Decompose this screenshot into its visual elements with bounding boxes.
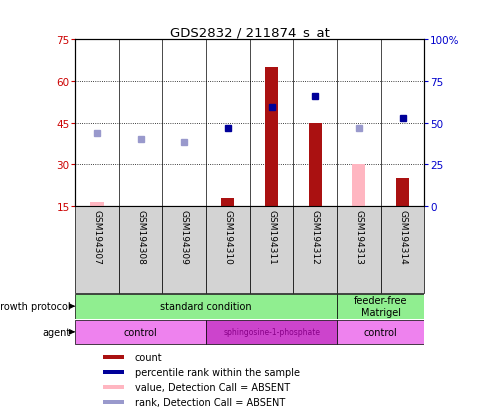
- Bar: [103, 400, 124, 404]
- Title: GDS2832 / 211874_s_at: GDS2832 / 211874_s_at: [169, 26, 329, 38]
- Bar: [221, 199, 234, 207]
- Bar: [134, 206, 147, 207]
- Text: GSM194310: GSM194310: [223, 209, 232, 264]
- Text: growth protocol: growth protocol: [0, 301, 71, 311]
- Text: GSM194313: GSM194313: [354, 209, 363, 264]
- Text: count: count: [134, 352, 162, 362]
- Bar: [75, 294, 336, 319]
- Text: control: control: [363, 327, 397, 337]
- Bar: [103, 370, 124, 374]
- Text: standard condition: standard condition: [160, 301, 251, 311]
- Bar: [293, 207, 336, 294]
- Bar: [90, 204, 103, 207]
- Bar: [119, 207, 162, 294]
- Bar: [75, 207, 119, 294]
- Bar: [75, 320, 206, 344]
- Bar: [103, 355, 124, 359]
- Bar: [264, 67, 278, 207]
- Bar: [336, 294, 424, 319]
- Bar: [395, 179, 408, 207]
- Bar: [336, 207, 380, 294]
- Bar: [380, 207, 424, 294]
- Bar: [90, 203, 103, 207]
- Text: GSM194309: GSM194309: [180, 209, 188, 264]
- Text: GSM194312: GSM194312: [310, 209, 319, 264]
- Text: percentile rank within the sample: percentile rank within the sample: [134, 367, 299, 377]
- Bar: [351, 165, 364, 207]
- Text: GSM194314: GSM194314: [397, 209, 406, 264]
- Bar: [206, 207, 249, 294]
- Bar: [177, 206, 190, 207]
- Bar: [206, 320, 336, 344]
- Text: feeder-free
Matrigel: feeder-free Matrigel: [353, 296, 407, 317]
- Text: GSM194311: GSM194311: [267, 209, 275, 264]
- Bar: [162, 207, 206, 294]
- Text: value, Detection Call = ABSENT: value, Detection Call = ABSENT: [134, 382, 289, 392]
- Text: GSM194308: GSM194308: [136, 209, 145, 264]
- Bar: [103, 385, 124, 389]
- Text: sphingosine-1-phosphate: sphingosine-1-phosphate: [223, 328, 319, 337]
- Text: rank, Detection Call = ABSENT: rank, Detection Call = ABSENT: [134, 397, 284, 407]
- Bar: [336, 320, 424, 344]
- Text: GSM194307: GSM194307: [92, 209, 101, 264]
- Text: agent: agent: [43, 327, 71, 337]
- Bar: [308, 123, 321, 207]
- Text: control: control: [123, 327, 157, 337]
- Bar: [249, 207, 293, 294]
